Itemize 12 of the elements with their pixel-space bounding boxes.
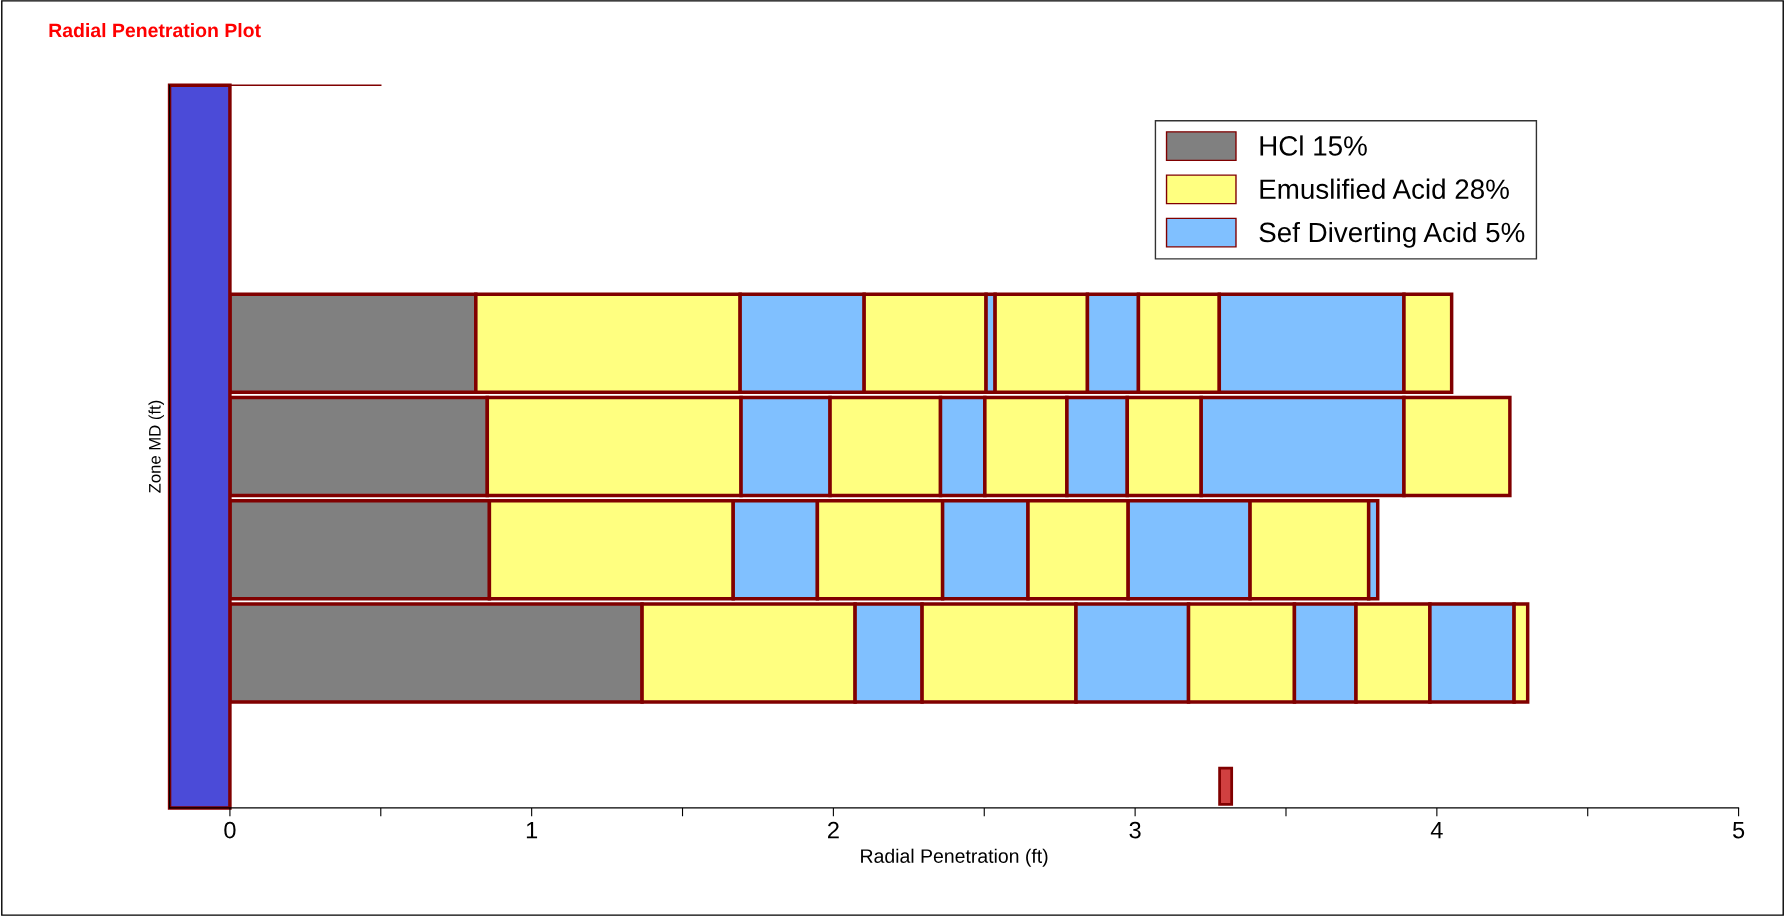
chart-title: Radial Penetration Plot bbox=[49, 23, 261, 38]
legend-label: Sef Diverting Acid 5% bbox=[1259, 221, 1525, 248]
x-axis-title: Radial Penetration (ft) bbox=[861, 848, 1048, 867]
x-tick-label: 2 bbox=[828, 821, 839, 839]
legend-label: HCl 15% bbox=[1260, 135, 1367, 156]
y-axis-title: Zone MD (ft) bbox=[148, 400, 165, 493]
x-tick-label: 3 bbox=[1129, 821, 1141, 839]
x-tick-label: 4 bbox=[1430, 821, 1443, 839]
x-tick-label: 1 bbox=[526, 821, 538, 839]
x-tick-label: 0 bbox=[224, 821, 236, 839]
x-tick-label: 5 bbox=[1732, 821, 1745, 839]
legend-label: Emuslified Acid 28% bbox=[1260, 178, 1509, 200]
